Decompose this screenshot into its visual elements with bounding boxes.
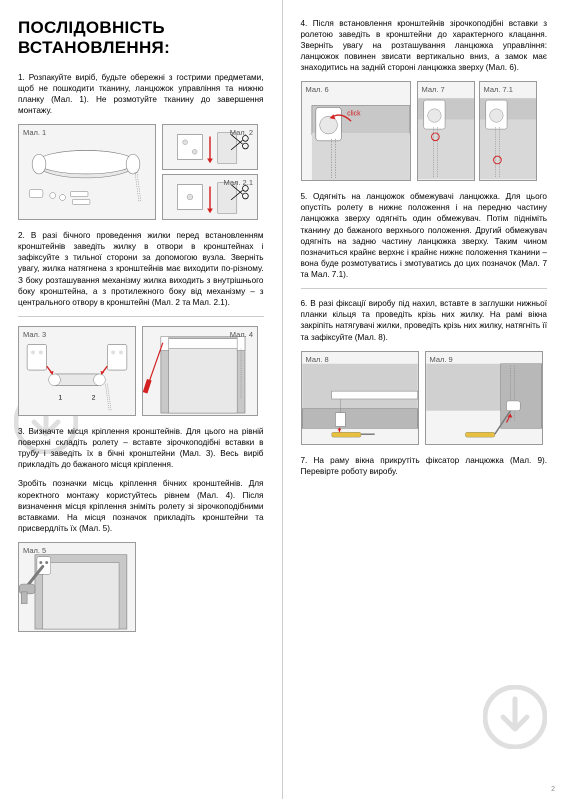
step-4-text: 4. Після встановлення кронштейнів зірочк… — [301, 18, 548, 73]
svg-text:1: 1 — [58, 395, 62, 402]
figure-7-label: Мал. 7 — [422, 85, 445, 94]
figure-7-1: Мал. 7.1 — [479, 81, 537, 181]
figure-row-3-4: Мал. 3 — [18, 326, 264, 416]
figure-2: Мал. 2 — [162, 124, 258, 170]
step-6-text: 6. В разі фіксації виробу під нахил, вст… — [301, 298, 548, 342]
figure-3-label: Мал. 3 — [23, 330, 46, 339]
figure-2-label: Мал. 2 — [230, 128, 253, 137]
figure-row-8-9: Мал. 8 Мал. 9 — [301, 351, 548, 445]
right-column: 4. Після встановлення кронштейнів зірочк… — [283, 0, 565, 799]
figure-8: Мал. 8 — [301, 351, 419, 445]
figure-6: Мал. 6 click — [301, 81, 411, 181]
page: ПОСЛІДОВНІСТЬ ВСТАНОВЛЕННЯ: 1. Розпакуйт… — [0, 0, 565, 799]
step-2-text: 2. В разі бічного проведення жилки перед… — [18, 230, 264, 307]
step-1-text: 1. Розпакуйте виріб, будьте обережні з г… — [18, 72, 264, 116]
figure-4: Мал. 4 — [142, 326, 258, 416]
figure-2-1: Мал. 2.1 — [162, 174, 258, 220]
step-5-text: 5. Одягніть на ланцюжок обмежувачі ланцю… — [301, 191, 548, 280]
page-number: 2 — [551, 786, 555, 793]
figure-6-label: Мал. 6 — [306, 85, 329, 94]
figure-9-label: Мал. 9 — [430, 355, 453, 364]
figure-4-label: Мал. 4 — [230, 330, 253, 339]
left-column: ПОСЛІДОВНІСТЬ ВСТАНОВЛЕННЯ: 1. Розпакуйт… — [0, 0, 283, 799]
figure-1: Мал. 1 — [18, 124, 156, 220]
step-3a-text: 3. Визначте місця кріплення кронштейнів.… — [18, 426, 264, 470]
watermark-icon-2 — [483, 685, 547, 749]
figure-7-1-label: Мал. 7.1 — [484, 85, 513, 94]
figure-5: Мал. 5 — [18, 542, 136, 632]
divider-1 — [18, 316, 264, 317]
figure-5-label: Мал. 5 — [23, 546, 46, 555]
figure-9: Мал. 9 — [425, 351, 543, 445]
figure-row-6-7: Мал. 6 click — [301, 81, 548, 181]
figure-7: Мал. 7 — [417, 81, 475, 181]
svg-text:click: click — [347, 111, 361, 118]
figure-8-label: Мал. 8 — [306, 355, 329, 364]
figure-3: Мал. 3 — [18, 326, 136, 416]
svg-text:2: 2 — [92, 395, 96, 402]
divider-2 — [301, 288, 548, 289]
figure-2-1-label: Мал. 2.1 — [224, 178, 253, 187]
figure-row-1-2: Мал. 1 — [18, 124, 264, 220]
page-title: ПОСЛІДОВНІСТЬ ВСТАНОВЛЕННЯ: — [18, 18, 264, 58]
step-3b-text: Зробіть позначки місць кріплення бічних … — [18, 478, 264, 533]
step-7-text: 7. На раму вікна прикрутіть фіксатор лан… — [301, 455, 548, 477]
figure-1-label: Мал. 1 — [23, 128, 46, 137]
